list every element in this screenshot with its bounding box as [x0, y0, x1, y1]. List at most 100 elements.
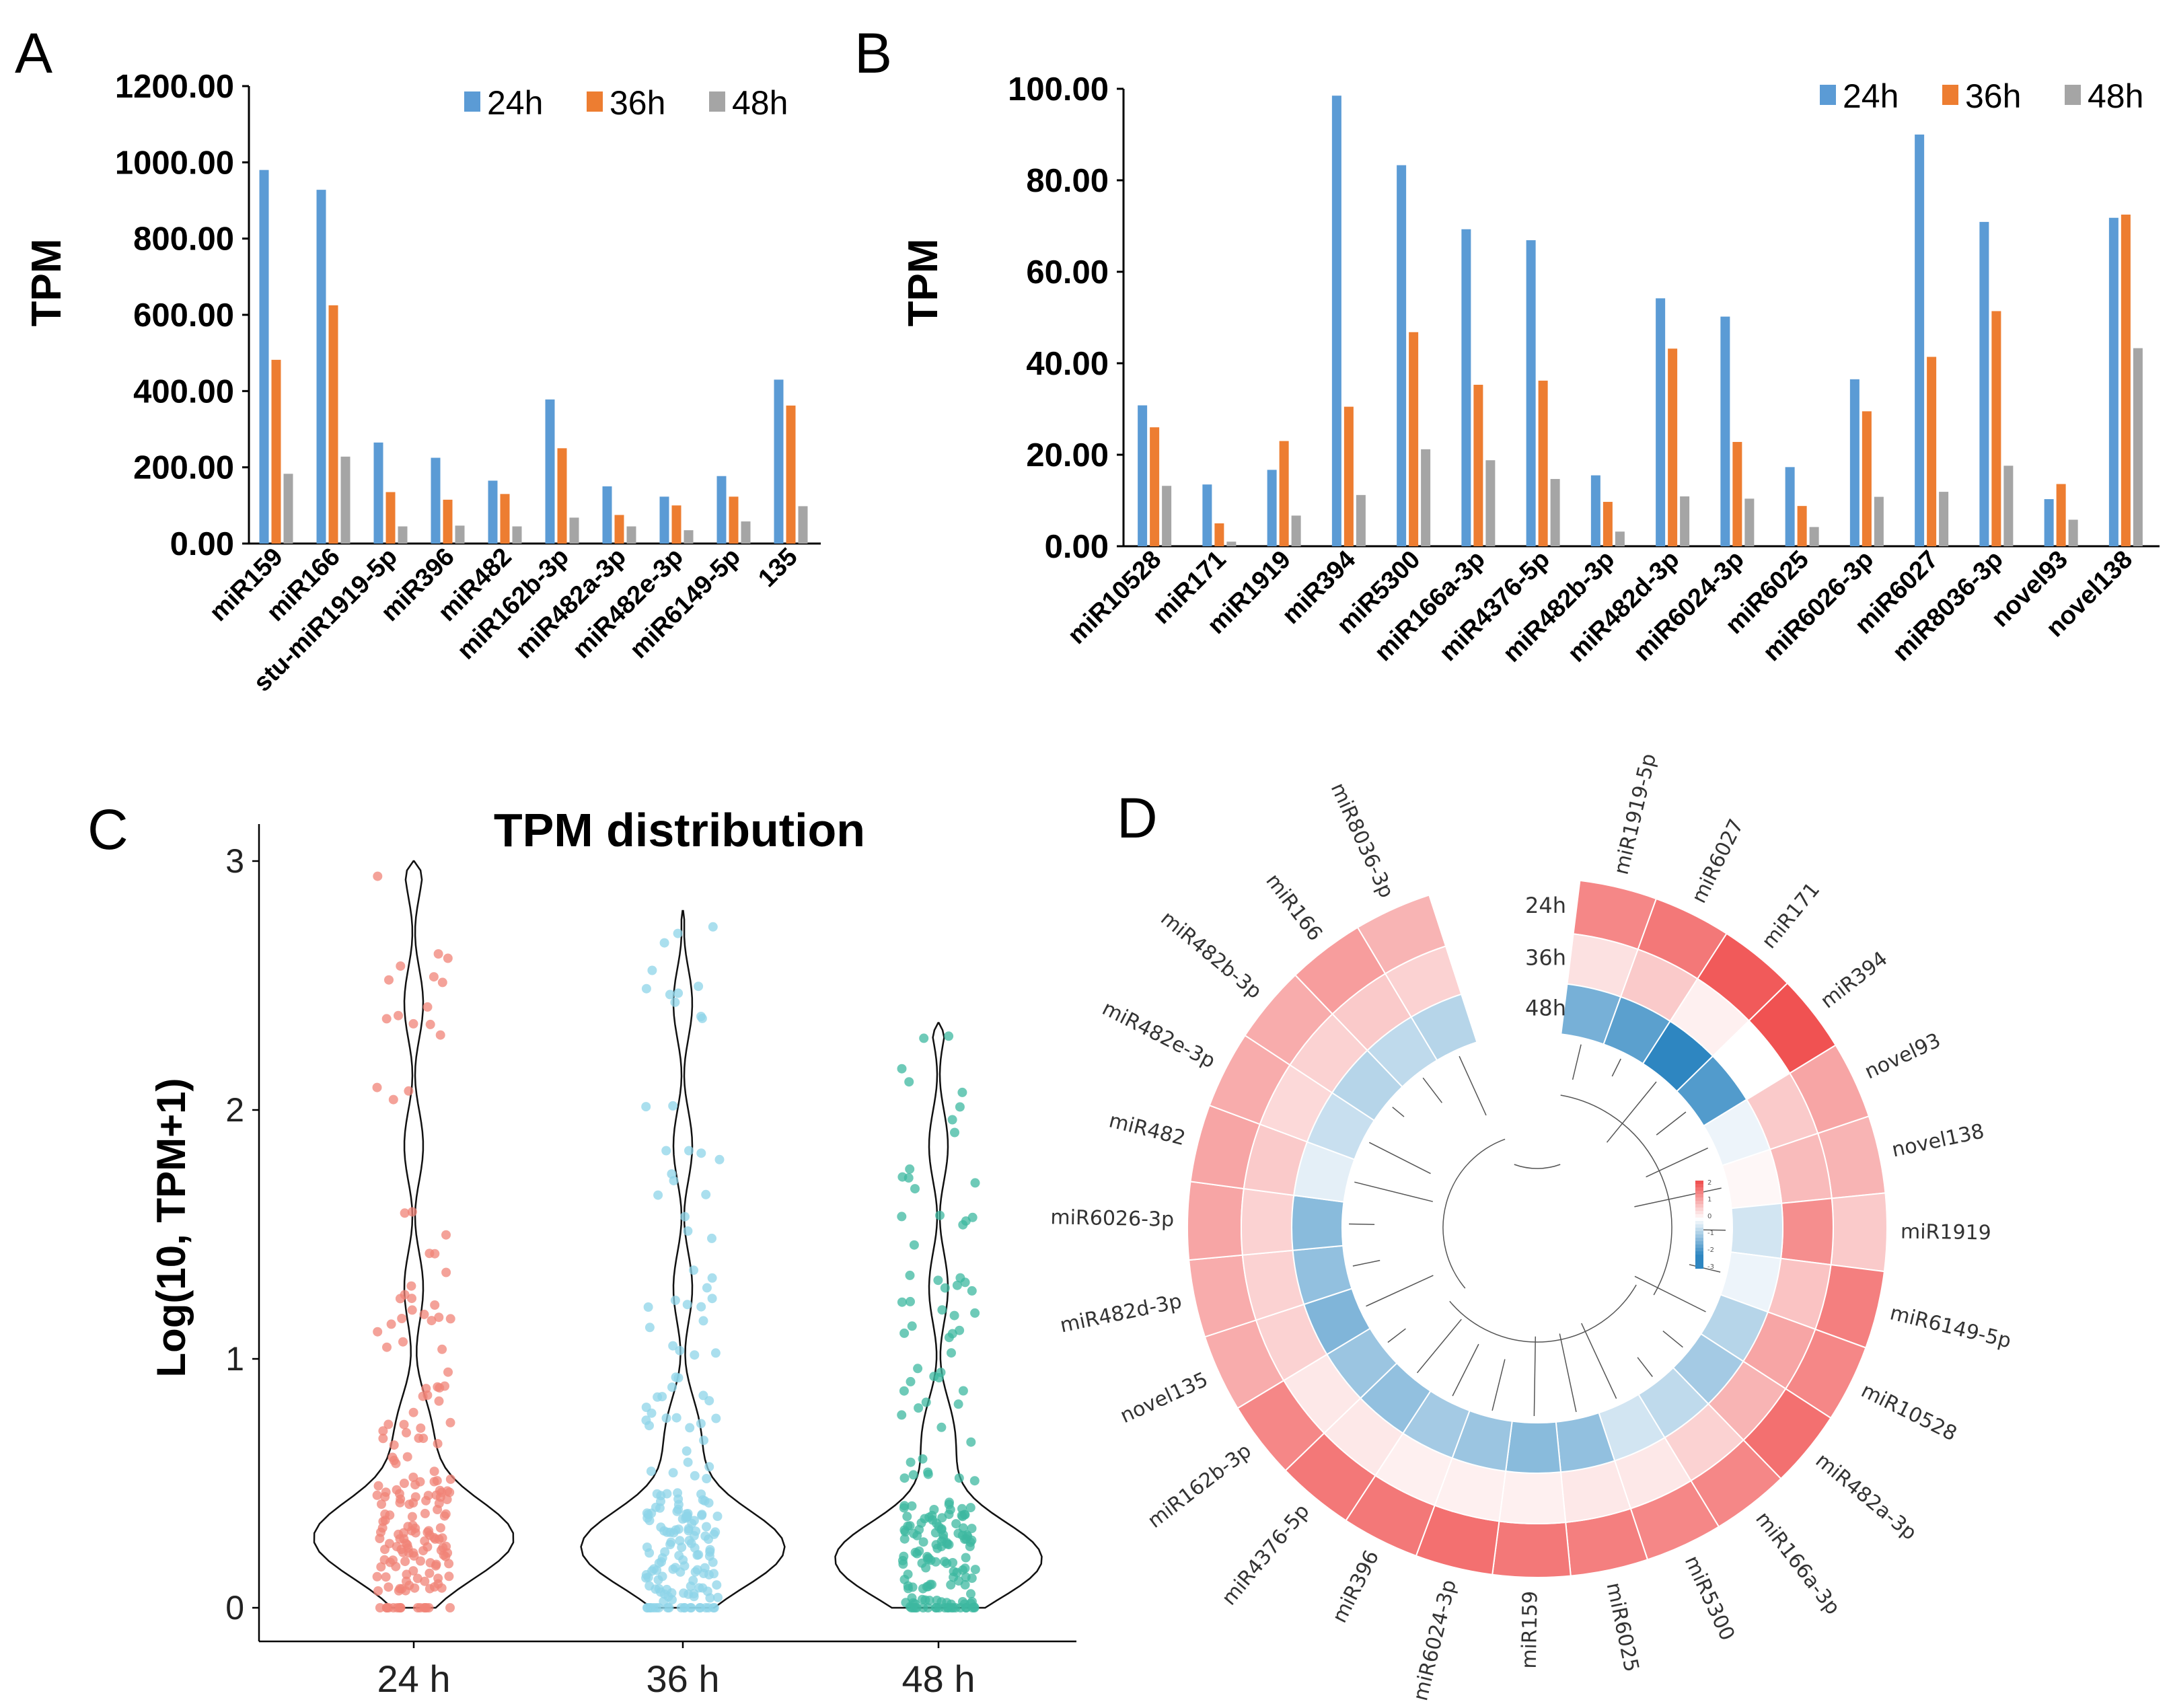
heatmap-cell-miR159-48h — [1504, 1420, 1562, 1474]
jitter-point — [395, 1584, 405, 1594]
jitter-point — [933, 1275, 943, 1286]
jitter-point — [905, 1270, 915, 1280]
bar-48h-miR162b-3p — [569, 517, 579, 544]
jitter-point — [407, 1512, 417, 1522]
jitter-point — [397, 1314, 407, 1323]
jitter-point — [960, 1563, 970, 1573]
jitter-point — [907, 1321, 917, 1331]
jitter-point — [641, 983, 651, 994]
heatmap-cell-miR1919-36h — [1779, 1197, 1834, 1266]
bar-36h-miR482a-3p — [614, 515, 624, 544]
jitter-point — [373, 1327, 383, 1337]
y-tick-labels: 0.00 20.00 40.00 60.00 80.00 100.00 — [1008, 71, 1124, 565]
jitter-point — [708, 922, 718, 932]
jitter-point — [958, 1386, 968, 1396]
legend-tick-label: -3 — [1707, 1263, 1714, 1271]
jitter-point — [705, 1593, 715, 1603]
jitter-point — [697, 1510, 706, 1520]
jitter-point — [404, 1499, 414, 1510]
jitter-point — [940, 1283, 950, 1293]
bar-48h-miR394 — [1356, 494, 1366, 546]
bar-36h-miR10528 — [1150, 427, 1160, 546]
bar-36h-miR482d-3p — [1668, 348, 1678, 546]
jitter-point — [408, 1566, 418, 1576]
heatmap-cell-miR6026-3p-24h — [1186, 1181, 1245, 1261]
bar-48h-novel138 — [2133, 348, 2143, 546]
jitter-point — [407, 1305, 417, 1315]
jitter-point — [425, 1019, 435, 1029]
heatmap-cell-miR1919-24h — [1830, 1192, 1888, 1273]
jitter-point — [918, 1584, 928, 1594]
heatmap-row-label: miR6026-3p — [1050, 1205, 1174, 1232]
jitter-point — [904, 1077, 914, 1087]
dendrogram — [1349, 1044, 1726, 1417]
jitter-point — [961, 1553, 971, 1563]
jitter-point — [383, 1419, 394, 1429]
y-tick-label: 20.00 — [1026, 437, 1109, 474]
jitter-point — [695, 1603, 705, 1612]
jitter-point — [659, 938, 669, 948]
jitter-point — [673, 1488, 683, 1498]
jitter-point — [389, 1440, 399, 1450]
jitter-point — [651, 1584, 661, 1594]
bar-24h-miR8036-3p — [1979, 221, 1989, 546]
jitter-point — [970, 1178, 980, 1188]
y-tick-label: 200.00 — [133, 450, 234, 486]
jitter-point — [388, 1094, 398, 1105]
jitter-point — [373, 1586, 383, 1596]
heatmap-cells — [1186, 879, 1888, 1578]
jitter-point — [400, 1208, 410, 1218]
jitter-point — [957, 1530, 967, 1540]
legend-gradient-step — [1695, 1208, 1703, 1212]
jitter-point — [684, 1146, 694, 1156]
jitter-point — [966, 1589, 975, 1599]
panel-letter: B — [854, 22, 892, 85]
legend-tick-label: -2 — [1707, 1247, 1714, 1254]
jitter-point — [908, 1470, 918, 1480]
jitter-point — [704, 1551, 714, 1561]
jitter-point — [690, 1471, 700, 1481]
legend-swatch-36h — [587, 91, 603, 112]
jitter-point — [903, 1521, 913, 1531]
bar-24h-miR159 — [259, 170, 269, 544]
jitter-point — [433, 949, 443, 959]
jitter-point — [400, 1557, 410, 1567]
jitter-point — [407, 1294, 416, 1304]
bar-24h-miR6024-3p — [1720, 316, 1730, 546]
bar-24h-miR6025 — [1785, 467, 1795, 546]
jitter-point — [970, 1565, 980, 1575]
heatmap-row-label: novel135 — [1117, 1368, 1212, 1428]
jitter-point — [444, 1571, 454, 1582]
x-tick-label: 36 h — [647, 1658, 720, 1700]
jitter-point — [692, 1565, 702, 1575]
jitter-point — [653, 1190, 663, 1200]
jitter-point — [410, 1523, 420, 1533]
bar-24h-novel93 — [2044, 498, 2054, 546]
heatmap-row-label: miR482d-3p — [1058, 1290, 1184, 1338]
jitter-point — [647, 1408, 657, 1418]
jitter-point — [375, 1603, 385, 1612]
legend-gradient-step — [1695, 1197, 1703, 1201]
chart-title: TPM distribution — [494, 804, 865, 856]
dendrogram-branch — [1366, 1275, 1434, 1307]
bar-36h-miR5300 — [1409, 332, 1419, 546]
jitter-point — [433, 1573, 443, 1584]
dendrogram-branch — [1459, 1055, 1487, 1116]
jitter-point — [931, 1603, 941, 1612]
jitter-point — [408, 1473, 418, 1482]
jitter-point — [643, 1302, 653, 1312]
jitter-point — [687, 1518, 697, 1528]
dendrogram-branch — [1452, 1343, 1479, 1397]
dendrogram-branch — [1662, 1331, 1683, 1348]
jitter-point — [682, 1446, 692, 1456]
jitter-point — [443, 953, 453, 963]
heatmap-row-label: miR394 — [1816, 947, 1892, 1014]
x-category-label: 135 — [753, 543, 803, 593]
jitter-point — [700, 1496, 710, 1506]
jitter-point — [433, 1505, 443, 1514]
dendrogram-branch — [1634, 1187, 1722, 1208]
jitter-point — [704, 1462, 714, 1472]
jitter-point — [652, 1489, 662, 1499]
jitter-point — [424, 1603, 434, 1612]
jitter-point — [906, 1457, 916, 1467]
